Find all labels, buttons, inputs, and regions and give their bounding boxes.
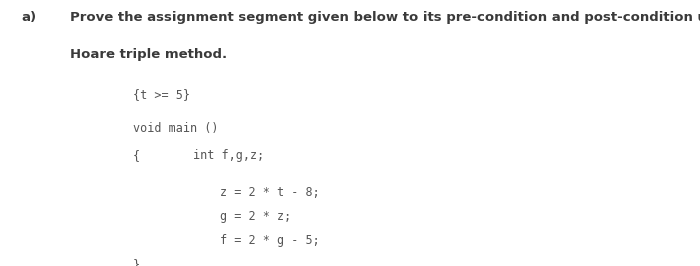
Text: g = 2 * z;: g = 2 * z; (220, 210, 292, 223)
Text: {: { (133, 149, 140, 162)
Text: int f,g,z;: int f,g,z; (193, 149, 264, 162)
Text: z = 2 * t - 8;: z = 2 * t - 8; (220, 186, 321, 199)
Text: f = 2 * g - 5;: f = 2 * g - 5; (220, 234, 321, 247)
Text: a): a) (21, 11, 36, 24)
Text: {t >= 5}: {t >= 5} (133, 88, 190, 101)
Text: void main (): void main () (133, 122, 218, 135)
Text: Hoare triple method.: Hoare triple method. (70, 48, 227, 61)
Text: }: } (133, 258, 140, 266)
Text: Prove the assignment segment given below to its pre-condition and post-condition: Prove the assignment segment given below… (70, 11, 700, 24)
